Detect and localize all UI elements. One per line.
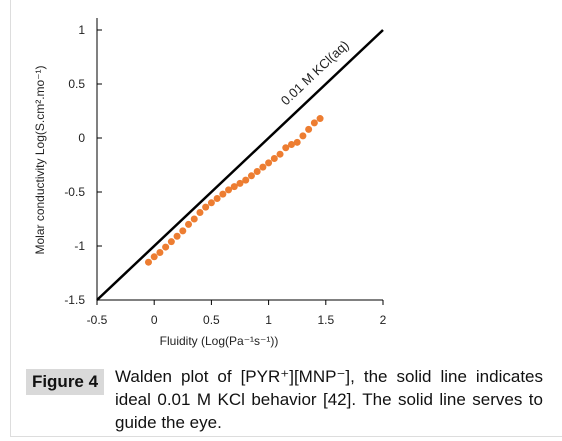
- caption: Walden plot of [PYR⁺][MNP⁻], the solid l…: [115, 367, 543, 432]
- x-tick-label: -0.5: [87, 313, 108, 327]
- data-point: [202, 203, 210, 211]
- y-tick-label: -0.5: [64, 185, 85, 199]
- data-point: [270, 155, 278, 163]
- data-point: [213, 194, 221, 202]
- figure-label: Figure 4: [26, 369, 104, 395]
- data-point: [150, 253, 158, 261]
- data-point: [247, 172, 255, 180]
- line-label: 0.01 M KCl(aq): [278, 37, 352, 108]
- x-tick-label: 0.5: [203, 313, 220, 327]
- data-point: [305, 125, 313, 133]
- y-tick-label: 1: [78, 23, 85, 37]
- data-point: [293, 138, 301, 146]
- y-axis-label: Molar conductivity Log(S.cm².mo⁻¹): [33, 65, 47, 254]
- chart: Fluidity (Log(Pa⁻¹s⁻¹)) Molar conductivi…: [33, 18, 387, 348]
- x-tick-label: 0: [151, 313, 158, 327]
- data-point: [310, 119, 318, 127]
- data-point: [207, 199, 215, 207]
- y-tick-label: 0: [78, 131, 85, 145]
- y-tick-label: 0.5: [68, 77, 85, 91]
- x-tick-label: 2: [380, 313, 387, 327]
- x-tick-label: 1.5: [317, 313, 334, 327]
- data-point: [196, 209, 204, 217]
- data-point: [185, 220, 193, 228]
- data-point: [299, 132, 307, 140]
- reference-line: [96, 29, 384, 301]
- x-tick-label: 1: [265, 313, 272, 327]
- y-tick-label: -1: [74, 239, 85, 253]
- data-point: [144, 258, 152, 266]
- data-point: [156, 248, 164, 256]
- data-point: [225, 186, 233, 194]
- data-point: [265, 159, 273, 167]
- data-point: [219, 190, 227, 198]
- data-point: [242, 176, 250, 184]
- data-point: [230, 183, 238, 191]
- data-point: [282, 144, 290, 152]
- data-point: [276, 150, 284, 158]
- data-point: [162, 243, 170, 251]
- data-point: [253, 167, 261, 175]
- y-tick-label: -1.5: [64, 293, 85, 307]
- x-axis-label: Fluidity (Log(Pa⁻¹s⁻¹)): [160, 334, 279, 348]
- data-point: [179, 227, 187, 235]
- data-point: [259, 163, 267, 171]
- data-point: [316, 115, 324, 123]
- frame: [10, 0, 562, 437]
- data-point: [190, 215, 198, 223]
- data-point: [173, 232, 181, 240]
- data-point: [287, 140, 295, 148]
- data-point: [236, 179, 244, 187]
- data-point: [167, 238, 175, 246]
